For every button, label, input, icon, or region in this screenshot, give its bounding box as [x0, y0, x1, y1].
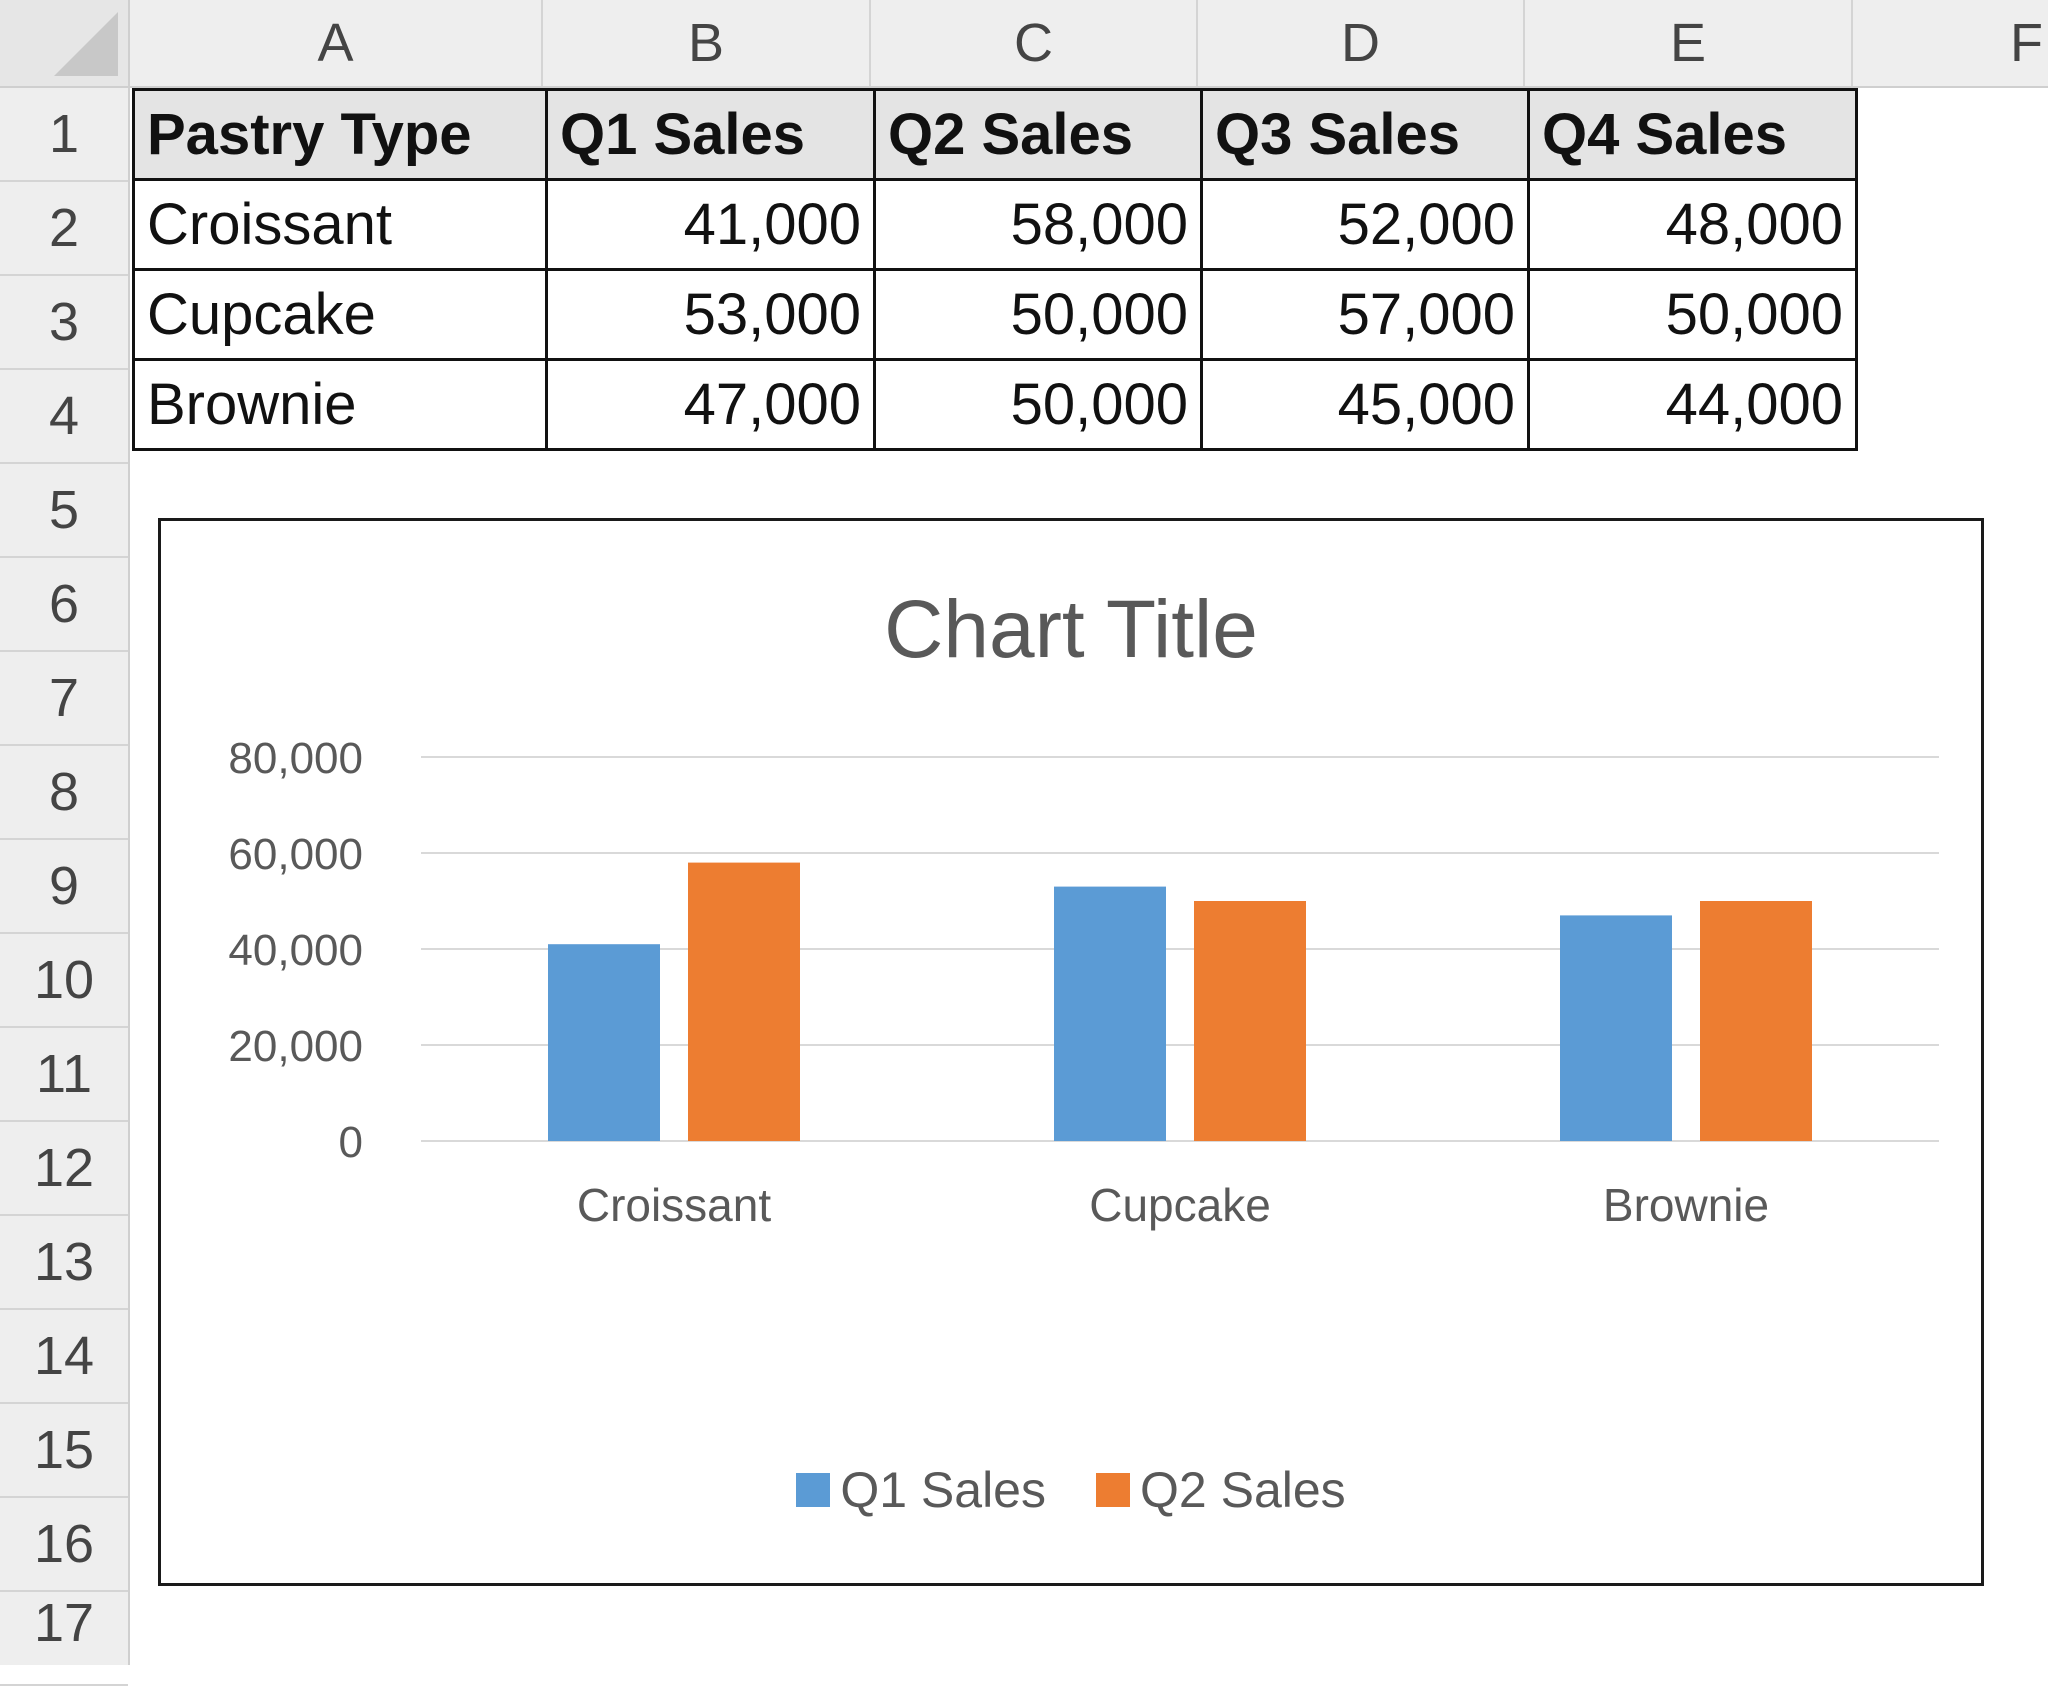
- row-header-5[interactable]: 5: [0, 464, 128, 558]
- bar-q1-croissant: [548, 944, 660, 1141]
- row-header-1[interactable]: 1: [0, 88, 128, 182]
- row-header-13[interactable]: 13: [0, 1216, 128, 1310]
- legend-swatch-q1: [796, 1473, 831, 1507]
- cell-c1[interactable]: Q2 Sales: [873, 88, 1203, 181]
- cell-e2[interactable]: 48,000: [1527, 178, 1858, 271]
- cell-c2[interactable]: 58,000: [873, 178, 1203, 271]
- column-header-b[interactable]: B: [543, 0, 871, 86]
- table-row: Croissant 41,000 58,000 52,000 48,000: [132, 178, 1858, 271]
- legend-item-q2: Q2 Sales: [1096, 1461, 1346, 1519]
- row-headers: 1 2 3 4 5 6 7 8 9 10 11 12 13 14 15 16 1…: [0, 88, 130, 1686]
- cell-a4[interactable]: Brownie: [132, 358, 548, 451]
- legend-label-q2: Q2 Sales: [1140, 1462, 1346, 1518]
- row-header-6[interactable]: 6: [0, 558, 128, 652]
- row-header-4[interactable]: 4: [0, 370, 128, 464]
- row-header-15[interactable]: 15: [0, 1404, 128, 1498]
- cell-a3[interactable]: Cupcake: [132, 268, 548, 361]
- chart-legend[interactable]: Q1 Sales Q2 Sales: [161, 1461, 1981, 1519]
- cell-d3[interactable]: 57,000: [1200, 268, 1530, 361]
- column-header-c[interactable]: C: [871, 0, 1198, 86]
- bar-q1-cupcake: [1054, 886, 1166, 1141]
- bar-q2-brownie: [1700, 901, 1812, 1141]
- select-all-corner[interactable]: [0, 0, 130, 88]
- cell-d1[interactable]: Q3 Sales: [1200, 88, 1530, 181]
- cell-b4[interactable]: 47,000: [545, 358, 876, 451]
- row-header-9[interactable]: 9: [0, 840, 128, 934]
- y-tick-label: 0: [339, 1118, 363, 1167]
- row-header-2[interactable]: 2: [0, 182, 128, 276]
- cell-b3[interactable]: 53,000: [545, 268, 876, 361]
- legend-label-q1: Q1 Sales: [840, 1462, 1046, 1518]
- row-header-14[interactable]: 14: [0, 1310, 128, 1404]
- column-header-f[interactable]: F: [2010, 13, 2043, 73]
- cell-e1[interactable]: Q4 Sales: [1527, 88, 1858, 181]
- row-header-10[interactable]: 10: [0, 934, 128, 1028]
- legend-item-q1: Q1 Sales: [796, 1461, 1046, 1519]
- y-tick-label: 20,000: [228, 1022, 363, 1071]
- row-header-12[interactable]: 12: [0, 1122, 128, 1216]
- chart-title[interactable]: Chart Title: [884, 584, 1258, 675]
- cell-c3[interactable]: 50,000: [873, 268, 1203, 361]
- cell-a1[interactable]: Pastry Type: [132, 88, 548, 181]
- chart-plot-area: 0 20,000 40,000 60,000 80,000 Croissant Cupcak…: [228, 734, 1939, 1231]
- cell-e3[interactable]: 50,000: [1527, 268, 1858, 361]
- column-headers: A B C D E F: [130, 0, 2048, 88]
- y-tick-label: 60,000: [228, 830, 363, 879]
- row-header-7[interactable]: 7: [0, 652, 128, 746]
- table-row: Cupcake 53,000 50,000 57,000 50,000: [132, 268, 1858, 361]
- table-row: Brownie 47,000 50,000 45,000 44,000: [132, 358, 1858, 451]
- column-header-a[interactable]: A: [130, 0, 543, 86]
- row-header-11[interactable]: 11: [0, 1028, 128, 1122]
- sales-table: Pastry Type Q1 Sales Q2 Sales Q3 Sales Q…: [132, 88, 1858, 451]
- row-header-3[interactable]: 3: [0, 276, 128, 370]
- row-header-16[interactable]: 16: [0, 1498, 128, 1592]
- x-tick-label: Brownie: [1603, 1179, 1769, 1231]
- legend-swatch-q2: [1096, 1473, 1130, 1507]
- row-header-17[interactable]: 17: [0, 1592, 128, 1686]
- y-tick-label: 40,000: [228, 926, 363, 975]
- bar-q2-croissant: [688, 862, 800, 1141]
- cell-d4[interactable]: 45,000: [1200, 358, 1530, 451]
- bar-q1-brownie: [1560, 915, 1672, 1141]
- select-all-icon: [54, 12, 118, 76]
- cell-d2[interactable]: 52,000: [1200, 178, 1530, 271]
- y-tick-label: 80,000: [228, 734, 363, 783]
- cell-b1[interactable]: Q1 Sales: [545, 88, 876, 181]
- cell-a2[interactable]: Croissant: [132, 178, 548, 271]
- column-header-e[interactable]: E: [1525, 0, 1853, 86]
- x-tick-label: Cupcake: [1089, 1179, 1271, 1231]
- cell-b2[interactable]: 41,000: [545, 178, 876, 271]
- column-header-d[interactable]: D: [1198, 0, 1525, 86]
- sales-chart[interactable]: Chart Title 0 20,000 40,000 60,000 80,000 Cro…: [158, 518, 1984, 1586]
- x-tick-label: Croissant: [577, 1179, 772, 1231]
- table-header-row: Pastry Type Q1 Sales Q2 Sales Q3 Sales Q…: [132, 88, 1858, 181]
- cell-e4[interactable]: 44,000: [1527, 358, 1858, 451]
- bar-q2-cupcake: [1194, 901, 1306, 1141]
- cell-c4[interactable]: 50,000: [873, 358, 1203, 451]
- row-header-8[interactable]: 8: [0, 746, 128, 840]
